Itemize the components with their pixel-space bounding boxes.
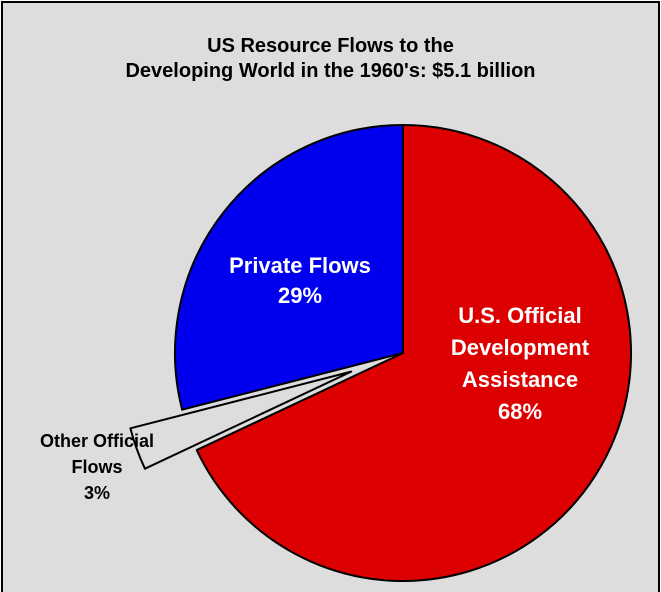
slice-label-u-s-official-development-assistance: U.S. Official Development Assistance 68% — [451, 303, 590, 424]
slice-name-label: U.S. Official — [458, 303, 581, 328]
pie-labels: U.S. Official Development Assistance 68% Oth… — [40, 253, 590, 503]
pie-slice-other-official-flows — [129, 370, 353, 470]
slice-percent-label: 3% — [84, 483, 110, 503]
slice-name-label: Development — [451, 335, 590, 360]
slice-percent-label: 29% — [278, 283, 322, 308]
chart-title: US Resource Flows to the Developing Worl… — [0, 34, 661, 84]
slice-percent-label: 68% — [498, 399, 542, 424]
slice-label-private-flows: Private Flows 29% — [229, 253, 371, 308]
pie-slice-u-s-official-development-assistance — [195, 124, 632, 582]
slice-name-label: Flows — [71, 457, 122, 477]
chart-title-line-1: US Resource Flows to the — [207, 35, 454, 57]
chart-title-line-2: Developing World in the 1960's: $5.1 bil… — [125, 60, 536, 82]
slice-label-other-official-flows: Other Official Flows 3% — [40, 431, 154, 503]
pie-slice-private-flows — [174, 124, 404, 411]
slice-name-label: Private Flows — [229, 253, 371, 278]
slice-name-label: Other Official — [40, 431, 154, 451]
pie-slices — [129, 124, 632, 582]
slice-name-label: Assistance — [462, 367, 578, 392]
